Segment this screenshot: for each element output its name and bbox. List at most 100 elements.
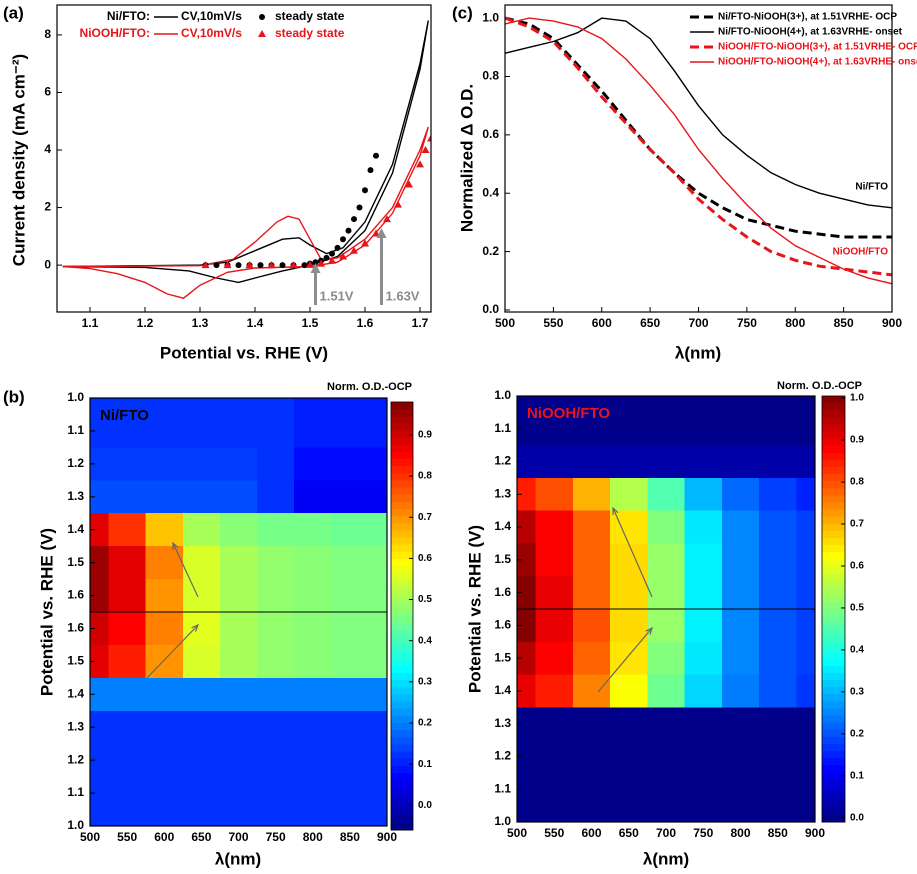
colorbar-stripe [391,651,413,660]
heatmap-cell [219,743,258,778]
heatmap-cell [368,480,388,514]
heatmap-cell [368,447,388,481]
heatmap-cell [572,477,611,512]
heatmap-cell [647,477,686,512]
heatmap-cell [331,513,369,547]
heatmap-cell [368,546,388,580]
heatmap-cell [759,772,797,807]
heatmap-cell [368,612,388,646]
heatmap-cell [368,743,388,778]
colorbar-stripe [822,545,845,553]
heatmap-cell [294,743,332,778]
x-axis-title: λ(nm) [215,849,261,868]
heatmap-cell [610,445,648,479]
point [257,262,264,269]
heatmap-cell [684,576,723,610]
heatmap-cell [796,543,816,577]
heatmap-cell [759,674,797,708]
colorbar-tick-label: 1.0 [850,393,864,404]
x-tick-label: 1.5 [302,316,319,330]
heatmap-cell [572,576,611,610]
series-line [505,17,892,285]
point [317,259,325,267]
x-tick-label: 800 [730,826,750,840]
x-tick-label: 550 [117,830,137,844]
colorbar-stripe [391,480,413,489]
colorbar-stripe [822,694,845,702]
heatmap-cell [517,576,537,610]
heatmap-cell [108,447,147,481]
heatmap-cell [721,396,760,413]
y-axis-title: Normalized Δ O.D. [457,84,476,232]
panel-label: (b) [3,387,25,406]
heatmap-cell [721,772,760,807]
heatmap-cell [535,641,574,676]
x-tick-label: 650 [191,830,211,844]
point [245,261,254,269]
heatmap-cell [684,805,723,823]
point [361,239,369,247]
heatmap-cell [145,612,184,646]
heatmap-cell [535,412,574,446]
point [306,260,314,268]
heatmap-cell [90,743,110,778]
legend-swatch [259,14,265,20]
x-tick-label: 600 [592,316,612,330]
colorbar-stripe [822,687,845,695]
heatmap-cell [182,513,221,547]
colorbar-stripe [391,822,413,831]
colorbar-tick-label: 0.4 [850,645,864,656]
heatmap-cell [219,447,258,481]
heatmap-cell [796,674,816,708]
legend-label: steady state [275,9,345,23]
colorbar-stripe [822,701,845,709]
heatmap-cell [108,677,147,712]
heatmap-cell [572,772,611,807]
legend-label: CV,10mV/s [181,9,242,23]
heatmap-cell [108,612,147,646]
colorbar-stripe [391,409,413,417]
colorbar-tick-label: 0.0 [850,812,864,823]
point [345,227,352,234]
colorbar-stripe [822,445,845,454]
colorbar-stripe [391,551,413,560]
point [372,229,380,237]
heatmap-cell [90,398,110,415]
colorbar-stripe [822,800,845,809]
x-tick-label: 700 [688,316,708,330]
colorbar-stripe [822,552,845,560]
colorbar-stripe [391,444,413,453]
series-line [62,20,429,284]
heatmap-cell [647,740,686,774]
heatmap-cell [721,805,760,823]
heatmap-cell [647,396,686,413]
heatmap-cell [535,674,574,708]
colorbar-stripe [822,637,845,645]
heatmap-cell [182,776,221,811]
y-tick-label: 1.0 [482,10,499,24]
heatmap-cell [684,740,723,774]
colorbar-stripe [822,665,845,674]
x-tick-label: 550 [543,316,563,330]
x-tick-label: 550 [544,826,564,840]
heatmap-cell [90,447,110,481]
heatmap-cell [610,609,648,643]
point [362,187,368,194]
colorbar-stripe [822,403,845,411]
heatmap-cell [796,445,816,479]
heatmap-cell [219,513,258,547]
heatmap-cell [721,445,760,479]
y-tick-label: 4 [44,142,51,156]
y-tick-label: 1.5 [494,650,511,664]
heatmap-cell [721,510,760,544]
heatmap-cell [108,644,147,679]
colorbar-stripe [391,737,413,745]
colorbar-stripe [391,580,413,588]
y-tick-label: 1.3 [494,716,511,730]
heatmap-cell [610,707,648,741]
colorbar-stripe [822,779,845,787]
annotation-label: Ni/FTO [855,182,888,193]
colorbar-frame [390,401,414,831]
colorbar-stripe [391,566,413,574]
heatmap-cell [257,447,295,481]
